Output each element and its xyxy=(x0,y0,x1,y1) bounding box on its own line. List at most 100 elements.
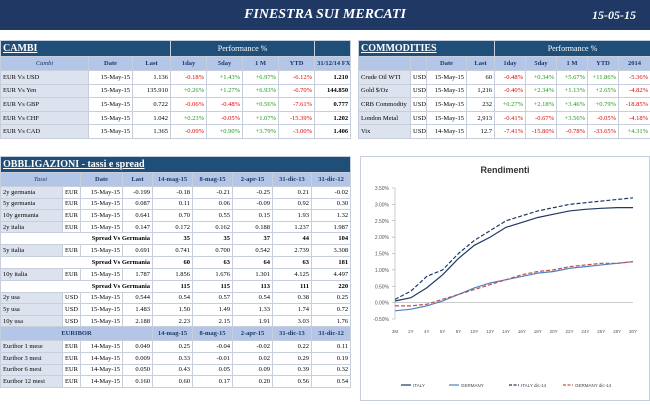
table-cell: 0.700 xyxy=(193,245,233,257)
table-cell: 0.009 xyxy=(123,352,153,364)
spread-label: Spread Vs Germania xyxy=(1,233,153,245)
table-cell: EUR xyxy=(63,245,81,257)
chart-title: Rendimenti xyxy=(480,165,529,175)
table-cell: 1.202 xyxy=(315,111,351,125)
table-cell: 15-May-15 xyxy=(89,125,133,139)
table-cell: EUR xyxy=(63,364,81,376)
table-cell: 1.406 xyxy=(315,125,351,139)
line-series xyxy=(395,262,633,306)
spread-value: 220 xyxy=(312,280,351,292)
table-cell: -7.41% xyxy=(495,125,526,139)
y-tick-label: 2.50% xyxy=(375,219,390,225)
table-cell: 0.741 xyxy=(153,245,193,257)
table-cell: 0.29 xyxy=(273,352,312,364)
table-cell: 0.542 xyxy=(233,245,273,257)
x-tick-label: 16Y xyxy=(518,329,526,334)
table-cell: -5.36% xyxy=(619,71,650,85)
column-header: 5day xyxy=(207,57,243,71)
table-cell: +0.26% xyxy=(171,84,207,98)
table-cell: 2y germania xyxy=(1,187,63,199)
table-cell: 0.691 xyxy=(123,245,153,257)
table-cell: 0.19 xyxy=(312,352,351,364)
table-cell: -6.70% xyxy=(279,84,315,98)
page-date: 15-05-15 xyxy=(592,8,636,23)
table-cell: 0.188 xyxy=(233,221,273,233)
table-cell: +2.34% xyxy=(526,84,557,98)
column-header: 14-mag-15 xyxy=(153,327,193,341)
table-cell: 2.188 xyxy=(123,315,153,327)
table-row: Spread Vs Germania35353744104200 xyxy=(1,233,351,245)
table-cell: 0.049 xyxy=(123,341,153,353)
spread-value: 64 xyxy=(233,256,273,268)
table-cell: EUR xyxy=(63,352,81,364)
x-tick-label: 26Y xyxy=(597,329,605,334)
table-cell: EUR xyxy=(63,187,81,199)
table-cell: -15.80% xyxy=(526,125,557,139)
table-cell: -0.199 xyxy=(123,187,153,199)
column-header: 31/12/14 FX xyxy=(315,57,351,71)
x-tick-label: 3M xyxy=(392,329,399,334)
column-header: 31-dic-13 xyxy=(273,173,312,187)
y-tick-label: 1.00% xyxy=(375,268,390,274)
header-bar: FINESTRA SUI MERCATI 15-05-15 xyxy=(0,0,650,30)
x-tick-label: 18Y xyxy=(534,329,542,334)
table-cell: 0.25 xyxy=(312,292,351,304)
column-header: Date xyxy=(81,173,123,187)
table-cell: 15-May-15 xyxy=(427,71,467,85)
legend-label: ITALY xyxy=(413,383,425,388)
table-cell: 1.32 xyxy=(312,210,351,222)
table-cell: 1.74 xyxy=(273,304,312,316)
table-cell: USD xyxy=(411,125,427,139)
table-cell: 12.7 xyxy=(467,125,495,139)
table-cell: +1.27% xyxy=(207,84,243,98)
y-tick-label: 3.00% xyxy=(375,202,390,208)
table-cell: +0.90% xyxy=(207,125,243,139)
table-cell: 0.09 xyxy=(233,364,273,376)
table-cell: 15-May-15 xyxy=(89,98,133,112)
table-cell: -0.78% xyxy=(557,125,588,139)
column-header: 1day xyxy=(495,57,526,71)
spread-value: 104 xyxy=(312,233,351,245)
table-cell: 0.087 xyxy=(123,198,153,210)
section-title: COMMODITIES xyxy=(359,41,495,57)
column-header: YTD xyxy=(279,57,315,71)
table-cell: 0.56 xyxy=(273,376,312,388)
table-cell: 0.722 xyxy=(133,98,171,112)
table-cell: 15-May-15 xyxy=(89,84,133,98)
table-cell: -6.12% xyxy=(279,71,315,85)
table-cell: 14-May-15 xyxy=(81,376,123,388)
table-cell: USD xyxy=(411,111,427,125)
y-tick-label: 1.50% xyxy=(375,252,390,258)
table-cell: 15-May-15 xyxy=(81,315,123,327)
table-cell: +3.56% xyxy=(557,111,588,125)
table-cell: 1.136 xyxy=(133,71,171,85)
y-tick-label: 3.50% xyxy=(375,186,390,192)
spread-value: 35 xyxy=(153,233,193,245)
table-cell: 0.72 xyxy=(312,304,351,316)
table-cell: 3.308 xyxy=(312,245,351,257)
table-cell: 1.50 xyxy=(153,304,193,316)
spread-value: 35 xyxy=(193,233,233,245)
table-cell: 14-May-15 xyxy=(81,341,123,353)
y-tick-label: -0.50% xyxy=(373,317,389,323)
table-cell: EUR xyxy=(63,268,81,280)
table-cell: 1.49 xyxy=(193,304,233,316)
spread-value: 44 xyxy=(273,233,312,245)
table-cell: -15.39% xyxy=(279,111,315,125)
column-header: 2-apr-15 xyxy=(233,173,273,187)
table-cell: 135.910 xyxy=(133,84,171,98)
table-cell: Euribor 1 mese xyxy=(1,341,63,353)
perf-label: Performance % xyxy=(171,41,315,57)
table-cell: 2.739 xyxy=(273,245,312,257)
blank-header xyxy=(359,57,411,71)
table-cell: EUR xyxy=(63,210,81,222)
table-cell: 1,216 xyxy=(467,84,495,98)
